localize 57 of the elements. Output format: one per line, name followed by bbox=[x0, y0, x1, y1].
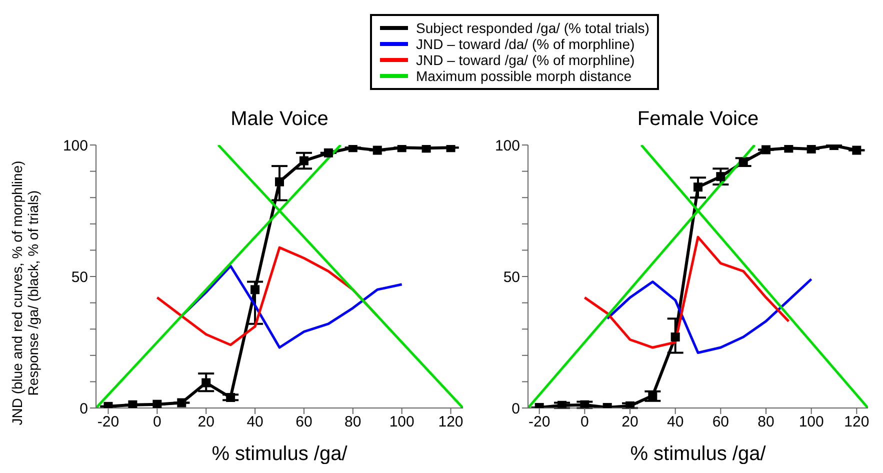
x-tick-label: -20 bbox=[528, 414, 550, 431]
legend-label: JND – toward /da/ (% of morphline) bbox=[416, 36, 635, 52]
point bbox=[128, 400, 138, 408]
chart-title: Female Voice bbox=[636, 108, 760, 131]
point bbox=[738, 158, 748, 167]
legend-label: JND – toward /ga/ (% of morphline) bbox=[416, 52, 635, 68]
x-tick-label: -20 bbox=[97, 414, 120, 431]
point bbox=[299, 156, 308, 166]
point bbox=[348, 145, 358, 152]
point bbox=[784, 145, 794, 153]
point bbox=[372, 146, 382, 155]
point bbox=[152, 400, 162, 408]
point bbox=[324, 148, 333, 158]
x-tick-label: 0 bbox=[580, 414, 589, 431]
y-tick-label: 0 bbox=[80, 400, 88, 418]
x-tick-label: 0 bbox=[152, 414, 162, 431]
legend-label: Maximum possible morph distance bbox=[416, 68, 632, 84]
x-tick-label: 20 bbox=[198, 414, 214, 431]
x-tick-label: 60 bbox=[296, 414, 312, 431]
line-series bbox=[606, 278, 813, 354]
y-tick-label: 100 bbox=[494, 137, 520, 154]
legend-label: Subject responded /ga/ (% total trials) bbox=[416, 20, 650, 36]
y-tick-label: 100 bbox=[62, 137, 88, 154]
point bbox=[806, 145, 816, 154]
x-tick-label: 40 bbox=[666, 414, 684, 431]
y-tick-label: 50 bbox=[71, 268, 88, 286]
point bbox=[762, 145, 770, 154]
point bbox=[580, 400, 590, 408]
point bbox=[648, 391, 658, 400]
point bbox=[694, 182, 702, 192]
chart-title: Male Voice bbox=[230, 108, 330, 131]
x-axis-title: % stimulus /ga/ bbox=[212, 443, 348, 465]
point bbox=[446, 145, 456, 152]
x-tick-label: 80 bbox=[758, 414, 774, 431]
y-axis-title: JND (blue and red curves, % of morphline) Response /ga/ (black, % of trials) bbox=[9, 160, 41, 426]
line-series bbox=[583, 236, 790, 349]
point bbox=[177, 398, 186, 408]
x-tick-label: 100 bbox=[389, 414, 414, 431]
point bbox=[397, 145, 406, 152]
x-tick-label: 20 bbox=[622, 414, 638, 431]
x-tick-label: 120 bbox=[844, 414, 870, 431]
point bbox=[226, 392, 236, 402]
x-tick-label: 80 bbox=[344, 414, 362, 431]
point bbox=[275, 177, 284, 186]
point bbox=[250, 285, 260, 294]
y-tick-label: 50 bbox=[503, 268, 520, 286]
x-tick-label: 40 bbox=[246, 414, 264, 431]
point bbox=[202, 378, 211, 388]
x-tick-label: 100 bbox=[798, 414, 824, 431]
point bbox=[852, 146, 862, 155]
y-tick-label: 0 bbox=[512, 400, 520, 418]
point bbox=[670, 332, 680, 342]
x-axis-title: % stimulus /ga/ bbox=[630, 443, 766, 465]
x-tick-label: 60 bbox=[712, 414, 730, 431]
x-tick-label: 120 bbox=[438, 414, 464, 431]
point bbox=[716, 172, 726, 182]
point bbox=[422, 145, 431, 153]
